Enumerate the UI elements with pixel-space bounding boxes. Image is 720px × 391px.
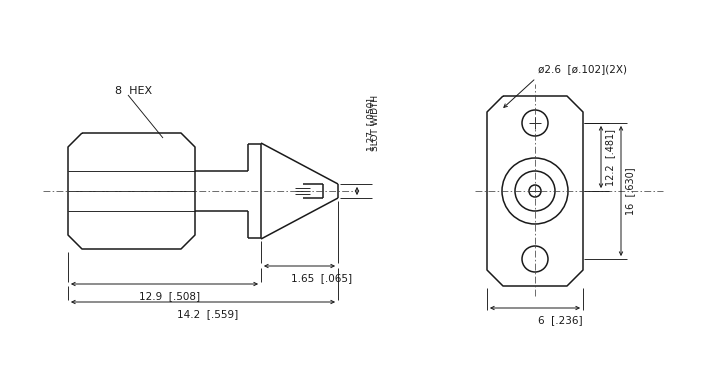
Text: 6  [.236]: 6 [.236]	[538, 315, 582, 325]
Text: 12.2  [.481]: 12.2 [.481]	[605, 129, 615, 185]
Text: SLOT WIDTH: SLOT WIDTH	[371, 95, 379, 151]
Text: 14.2  [.559]: 14.2 [.559]	[177, 309, 238, 319]
Text: 1.27  [.050]: 1.27 [.050]	[366, 98, 376, 151]
Text: 8  HEX: 8 HEX	[115, 86, 152, 96]
Text: 12.9  [.508]: 12.9 [.508]	[139, 291, 200, 301]
Text: 1.65  [.065]: 1.65 [.065]	[291, 273, 352, 283]
Text: 16  [.630]: 16 [.630]	[625, 167, 635, 215]
Text: ø2.6  [ø.102](2X): ø2.6 [ø.102](2X)	[538, 64, 627, 74]
